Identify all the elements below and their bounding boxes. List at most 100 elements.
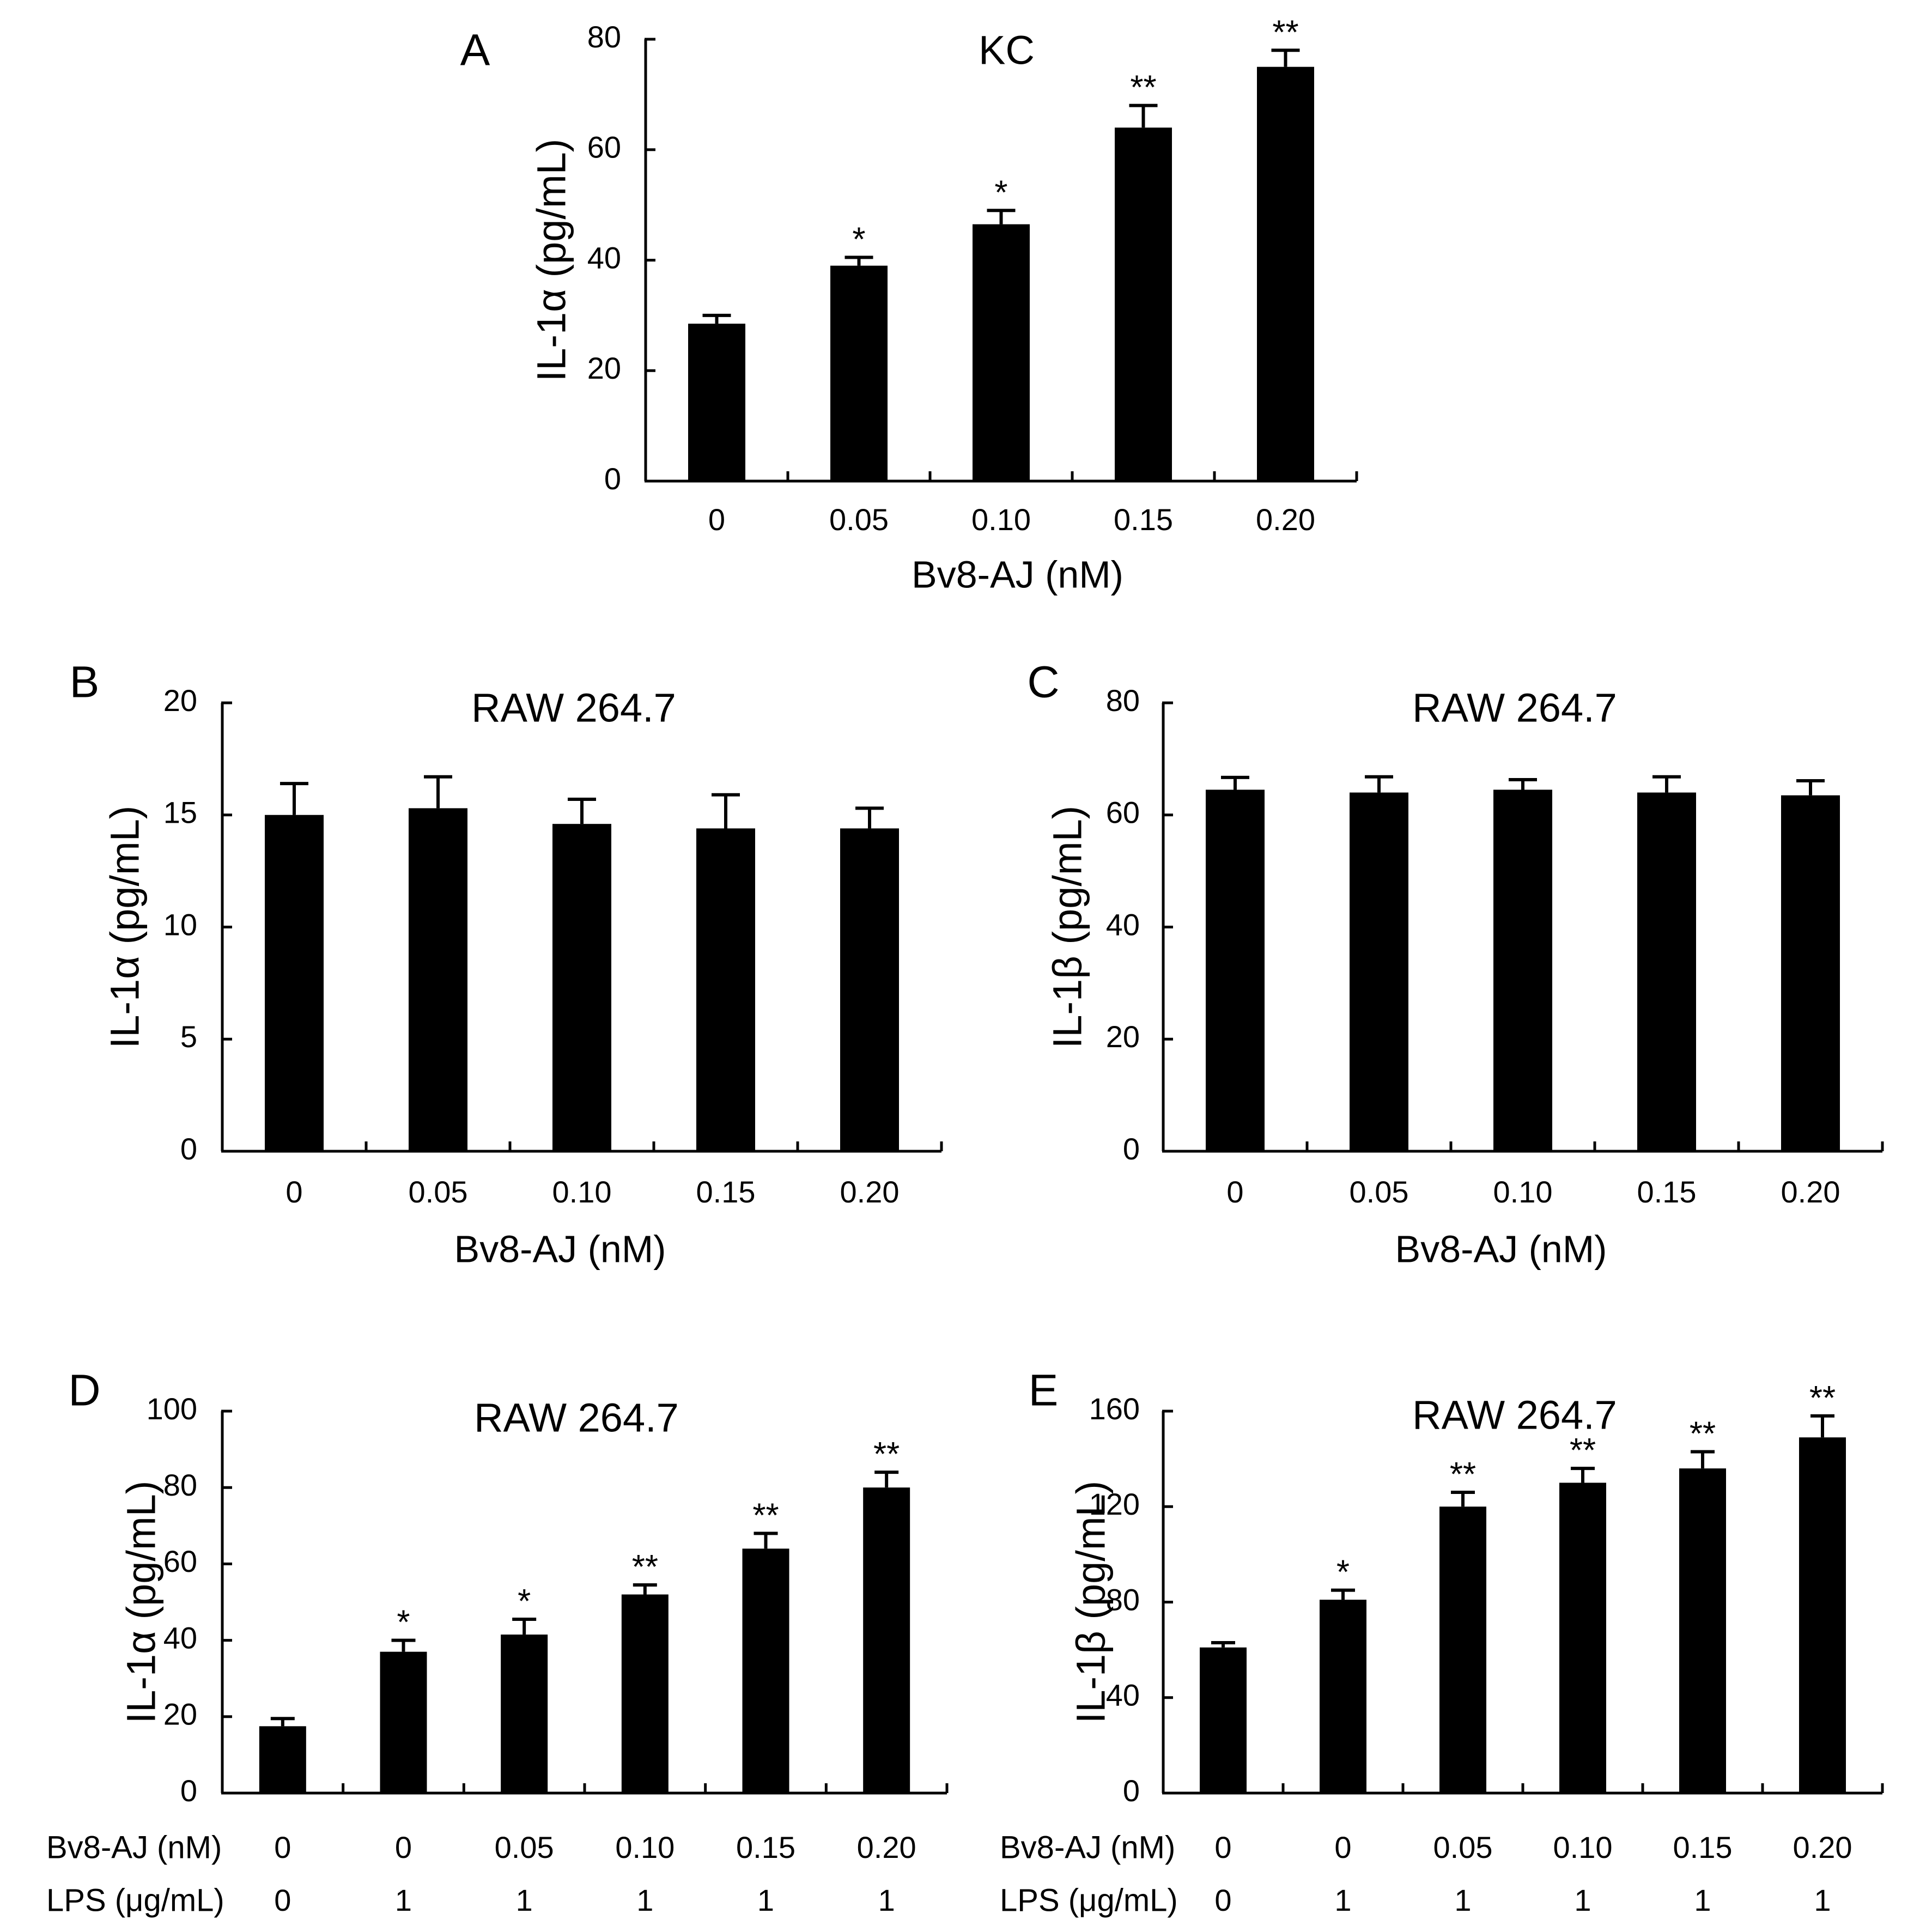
bar	[552, 824, 611, 1151]
x-tick-label: 0.20	[1781, 1175, 1840, 1209]
y-tick-label: 40	[587, 240, 621, 275]
panel-label: C	[1027, 658, 1059, 707]
x-tick-label: 0.05	[829, 502, 889, 537]
bar	[1799, 1437, 1846, 1793]
y-tick-label: 40	[1106, 1678, 1140, 1712]
y-tick-label: 0	[604, 461, 621, 496]
significance-mark: **	[632, 1548, 658, 1586]
row-label-lps: LPS (μg/mL)	[46, 1882, 224, 1918]
bar	[409, 808, 467, 1151]
significance-mark: **	[873, 1436, 900, 1473]
significance-mark: **	[752, 1497, 779, 1534]
bar	[1115, 127, 1172, 481]
row-label-lps: LPS (μg/mL)	[1000, 1882, 1178, 1918]
bar	[259, 1726, 306, 1793]
bv8-value-label: 0	[1334, 1830, 1351, 1864]
chart-title: RAW 264.7	[474, 1395, 679, 1441]
y-axis-label: IL-1α (pg/mL)	[529, 139, 574, 382]
bar	[840, 828, 899, 1151]
y-tick-label: 0	[1123, 1773, 1140, 1808]
y-tick-label: 15	[163, 795, 197, 830]
significance-mark: **	[1570, 1432, 1596, 1469]
y-tick-label: 20	[163, 1697, 197, 1731]
bar	[501, 1635, 548, 1793]
y-tick-label: 0	[180, 1773, 197, 1808]
lps-value-label: 1	[516, 1883, 533, 1917]
significance-mark: **	[1809, 1380, 1836, 1417]
bar	[621, 1594, 669, 1793]
bar	[1320, 1600, 1366, 1793]
chart-title: RAW 264.7	[1412, 685, 1617, 731]
x-tick-label: 0.20	[1256, 502, 1315, 537]
panel-label: E	[1029, 1366, 1059, 1415]
bar	[830, 265, 888, 481]
significance-mark: **	[1130, 69, 1156, 107]
bar	[863, 1487, 910, 1793]
bar	[1439, 1506, 1486, 1793]
bv8-value-label: 0	[1214, 1830, 1231, 1864]
panel-c: C RAW 264.7 IL-1β (pg/mL) 0 20 40 60 80 0 0.05 0.1…	[1027, 658, 1884, 1270]
y-tick-label: 10	[163, 907, 197, 941]
panel-b: B RAW 264.7 IL-1α (pg/mL) 0 5 10 15 20 0 0.05 0.10…	[70, 658, 943, 1270]
x-tick-label: 0.15	[696, 1175, 756, 1209]
x-tick-label: 0.20	[840, 1175, 900, 1209]
x-tick-label: 0.10	[1493, 1175, 1553, 1209]
y-axis-label: IL-1α (pg/mL)	[119, 1481, 164, 1724]
x-tick-label: 0	[708, 502, 725, 537]
y-tick-label: 80	[1106, 683, 1140, 718]
x-tick-label: 0.05	[1350, 1175, 1409, 1209]
y-tick-label: 120	[1089, 1487, 1140, 1521]
x-tick-label: 0	[285, 1175, 302, 1209]
chart-title: RAW 264.7	[1412, 1393, 1617, 1438]
y-tick-label: 0	[180, 1132, 197, 1166]
bar	[1559, 1483, 1606, 1793]
y-tick-label: 80	[587, 20, 621, 54]
y-tick-label: 40	[1106, 907, 1140, 941]
significance-mark: **	[1272, 14, 1298, 51]
chart-title: KC	[979, 28, 1035, 73]
panel-label: B	[70, 658, 100, 707]
y-tick-label: 160	[1089, 1392, 1140, 1426]
bar	[1679, 1468, 1726, 1793]
panel-label: A	[460, 26, 490, 75]
x-tick-label: 0.10	[552, 1175, 612, 1209]
panel-label: D	[68, 1366, 100, 1415]
y-tick-label: 100	[147, 1392, 197, 1426]
x-tick-label: 0.15	[1114, 502, 1173, 537]
x-tick-label: 0	[1226, 1175, 1243, 1209]
lps-value-label: 1	[1694, 1883, 1711, 1917]
y-tick-label: 60	[1106, 795, 1140, 830]
significance-mark: *	[518, 1583, 531, 1620]
significance-mark: *	[1336, 1554, 1350, 1591]
row-label-bv8: Bv8-AJ (nM)	[1000, 1830, 1175, 1865]
y-tick-label: 20	[587, 351, 621, 385]
y-tick-label: 80	[1106, 1582, 1140, 1617]
bar	[688, 324, 745, 481]
x-tick-label: 0.10	[971, 502, 1031, 537]
y-axis-label: IL-1α (pg/mL)	[102, 806, 148, 1049]
significance-mark: *	[397, 1604, 410, 1642]
bv8-value-label: 0	[395, 1830, 412, 1864]
lps-value-label: 1	[757, 1883, 774, 1917]
lps-value-label: 1	[878, 1883, 895, 1917]
significance-mark: **	[1690, 1415, 1716, 1453]
y-tick-label: 0	[1123, 1132, 1140, 1166]
y-tick-label: 20	[163, 683, 197, 718]
x-axis-label: Bv8-AJ (nM)	[454, 1228, 666, 1270]
x-axis-label: Bv8-AJ (nM)	[1395, 1228, 1607, 1270]
chart-title: RAW 264.7	[471, 685, 676, 731]
bv8-value-label: 0.10	[1553, 1830, 1613, 1864]
bar	[742, 1548, 789, 1793]
bar	[265, 815, 324, 1151]
bv8-value-label: 0.05	[495, 1830, 554, 1864]
y-tick-label: 60	[163, 1544, 197, 1578]
lps-value-label: 0	[274, 1883, 291, 1917]
bar	[1350, 792, 1408, 1151]
bar	[1781, 795, 1840, 1151]
bar	[1257, 66, 1314, 481]
bv8-value-label: 0.10	[615, 1830, 675, 1864]
y-axis-label: IL-1β (pg/mL)	[1045, 806, 1090, 1049]
